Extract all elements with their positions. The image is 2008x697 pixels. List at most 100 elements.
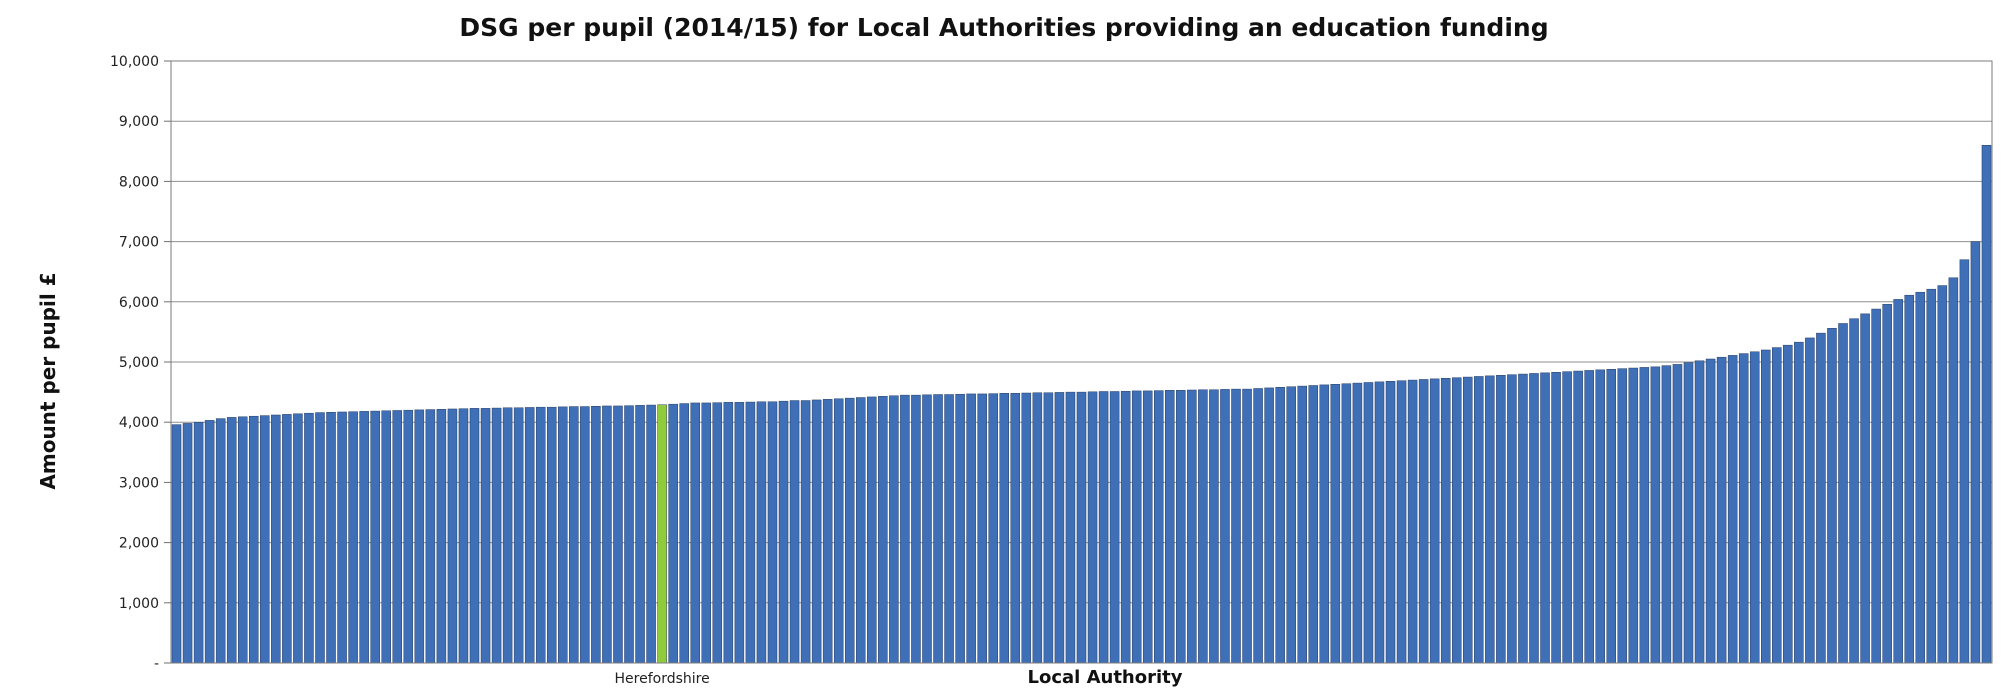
bar	[524, 407, 535, 664]
bar	[1010, 393, 1021, 664]
bar	[1242, 388, 1252, 664]
bar	[1871, 308, 1881, 664]
y-tick-label: 9,000	[119, 114, 159, 130]
bar	[1573, 370, 1583, 664]
bar	[237, 416, 248, 664]
bar	[1716, 356, 1727, 664]
bar	[1650, 366, 1661, 664]
bar	[1231, 388, 1241, 664]
bar	[1595, 369, 1605, 664]
bar	[1738, 353, 1749, 664]
y-tick-label: 7,000	[119, 235, 159, 251]
bar	[1970, 241, 1981, 664]
bar	[1783, 344, 1793, 664]
y-tick-label: 5,000	[119, 355, 159, 371]
bar	[844, 397, 855, 664]
bar	[1529, 373, 1539, 664]
bar	[491, 407, 502, 664]
bar	[966, 393, 976, 664]
x-axis-label: Local Authority	[1027, 667, 1182, 688]
bar	[547, 406, 557, 664]
bar	[337, 411, 347, 664]
bar	[1683, 362, 1694, 664]
bar	[1165, 390, 1175, 664]
y-tick-label: 2,000	[119, 536, 159, 552]
bars-layer	[171, 145, 1992, 664]
y-tick-label: 6,000	[119, 295, 159, 311]
bar	[580, 406, 590, 664]
bar	[668, 403, 678, 664]
bar	[348, 411, 358, 664]
bar	[712, 402, 723, 664]
bar	[756, 401, 767, 664]
bar	[359, 411, 369, 664]
bar	[513, 407, 524, 664]
bar	[1805, 337, 1815, 664]
bar	[1352, 382, 1363, 664]
bar	[1518, 373, 1528, 664]
bar	[734, 402, 745, 664]
bar	[1749, 351, 1760, 664]
bar	[778, 400, 789, 664]
bar	[613, 405, 623, 664]
bar	[436, 409, 447, 664]
bar	[1639, 367, 1650, 664]
bar	[1628, 367, 1639, 664]
bar	[1540, 372, 1550, 664]
bar	[469, 408, 480, 664]
bar	[856, 397, 866, 664]
bar	[1363, 382, 1374, 664]
y-tick-label: -	[154, 656, 159, 672]
bar	[1496, 375, 1506, 664]
bar	[1860, 313, 1870, 664]
bar	[933, 394, 943, 664]
bar	[447, 408, 458, 664]
bar	[1727, 355, 1738, 664]
y-tick-label: 8,000	[119, 174, 159, 190]
bar	[1937, 285, 1948, 664]
bar	[370, 410, 380, 664]
bar	[392, 410, 402, 664]
bar	[226, 417, 237, 664]
bar	[1308, 385, 1319, 664]
bar	[1440, 378, 1451, 664]
bar	[1187, 389, 1197, 664]
bar	[822, 399, 833, 664]
bar	[381, 410, 391, 664]
bar	[1098, 391, 1109, 664]
bar	[1275, 387, 1285, 664]
bar	[1341, 383, 1352, 664]
bar	[602, 405, 612, 664]
bar	[1021, 392, 1032, 664]
bar	[1474, 376, 1484, 664]
bar	[646, 404, 656, 664]
bar	[745, 401, 756, 664]
bar	[193, 421, 204, 664]
bar	[591, 406, 601, 664]
bar	[569, 406, 579, 664]
bar	[1154, 390, 1164, 664]
bar	[1893, 299, 1903, 664]
bar	[1374, 381, 1385, 664]
bar	[1794, 341, 1804, 664]
bar	[977, 393, 987, 664]
bar	[1032, 392, 1043, 664]
bar	[690, 402, 700, 664]
bar	[1220, 389, 1230, 664]
bar	[249, 415, 259, 664]
bar	[403, 409, 414, 664]
plot-frame	[170, 60, 1993, 664]
bar	[215, 418, 226, 664]
bar	[1253, 388, 1263, 664]
bar	[944, 394, 954, 664]
bar	[889, 395, 899, 664]
bar	[425, 409, 436, 664]
bar	[1507, 374, 1517, 664]
bar	[326, 412, 336, 664]
bar	[1109, 391, 1120, 664]
bar	[1959, 259, 1970, 664]
bar	[1087, 391, 1098, 664]
bar	[1142, 390, 1153, 664]
bar	[1131, 390, 1142, 664]
